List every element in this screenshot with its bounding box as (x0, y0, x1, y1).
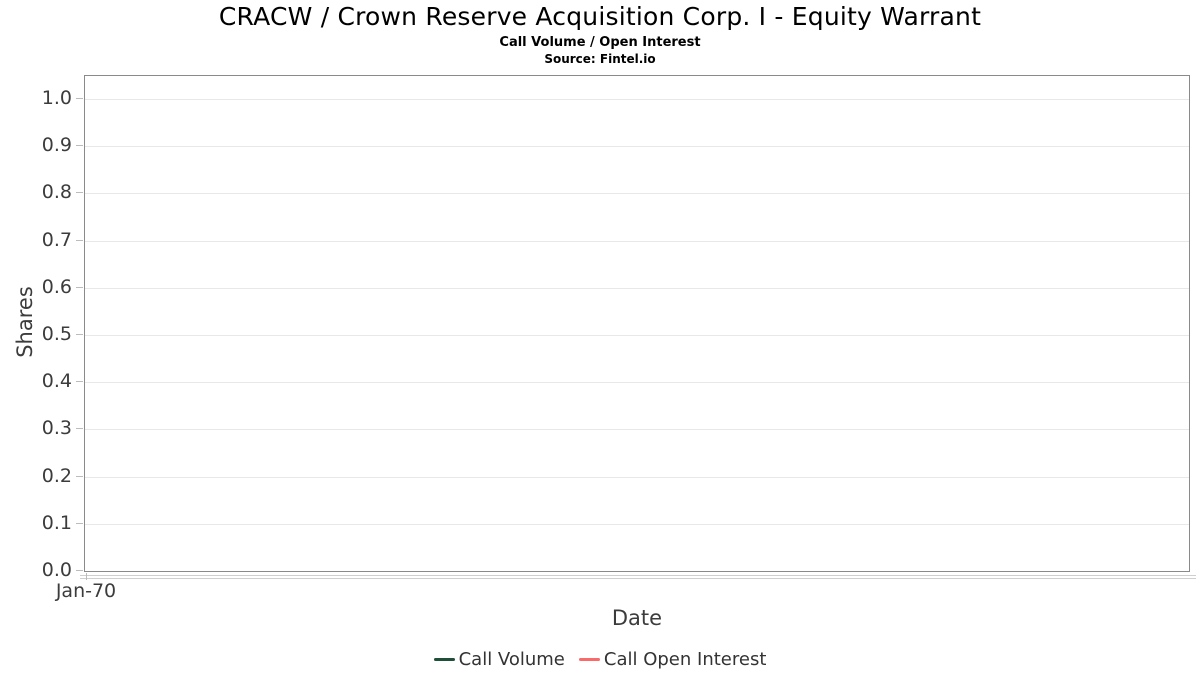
y-tick-label: 0.0 (41, 559, 72, 581)
gridline (85, 335, 1189, 336)
call-open-interest-line-icon (578, 657, 600, 661)
gridline (85, 524, 1189, 525)
y-tick-label: 0.5 (41, 323, 72, 345)
chart-source: Source: Fintel.io (544, 52, 656, 66)
gridline (85, 241, 1189, 242)
legend-item-call-volume[interactable]: Call Volume (433, 648, 565, 670)
y-tick-label: 0.6 (41, 276, 72, 298)
call-volume-line-icon (433, 657, 455, 661)
y-tick-label: 0.9 (41, 134, 72, 156)
gridline (85, 477, 1189, 478)
legend-item-call-open-interest[interactable]: Call Open Interest (578, 648, 767, 670)
y-tick-mark (76, 192, 83, 193)
x-tick-label: Jan-70 (55, 580, 117, 602)
y-tick-label: 1.0 (41, 87, 72, 109)
legend-label-call-volume: Call Volume (458, 648, 565, 670)
y-tick-mark (76, 381, 83, 382)
gridline (85, 193, 1189, 194)
y-tick-mark (76, 145, 83, 146)
y-tick-mark (76, 523, 83, 524)
gridline (85, 288, 1189, 289)
y-tick-mark (76, 287, 83, 288)
legend: Call Volume Call Open Interest (0, 645, 1200, 673)
y-tick-label: 0.8 (41, 181, 72, 203)
x-axis-title: Date (611, 606, 663, 630)
y-tick-mark (76, 476, 83, 477)
y-tick-mark (76, 98, 83, 99)
y-tick-label: 0.7 (41, 229, 72, 251)
y-tick-mark (76, 334, 83, 335)
y-tick-mark (76, 428, 83, 429)
y-tick-label: 0.4 (41, 370, 72, 392)
gridline (85, 429, 1189, 430)
plot-area (84, 75, 1190, 572)
chart-title: CRACW / Crown Reserve Acquisition Corp. … (218, 2, 982, 31)
y-tick-label: 0.2 (41, 465, 72, 487)
gridline (85, 99, 1189, 100)
y-tick-mark (76, 570, 83, 571)
x-tick-mark (86, 573, 87, 580)
x-axis-line (80, 578, 1196, 579)
y-tick-label: 0.1 (41, 512, 72, 534)
legend-label-call-open-interest: Call Open Interest (603, 648, 767, 670)
x-axis-line (80, 575, 1196, 576)
chart-subtitle: Call Volume / Open Interest (499, 35, 701, 50)
y-tick-label: 0.3 (41, 417, 72, 439)
gridline (85, 146, 1189, 147)
y-tick-mark (76, 240, 83, 241)
gridline (85, 382, 1189, 383)
